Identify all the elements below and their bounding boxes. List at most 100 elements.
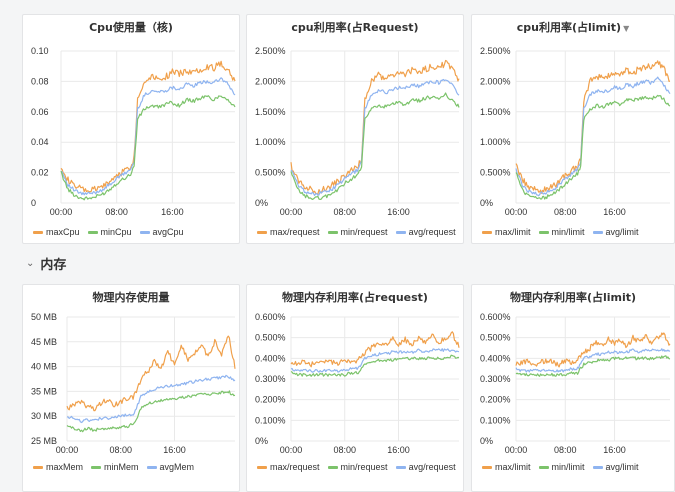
- x-tick-label: 08:00: [109, 445, 132, 455]
- y-tick-label: 0.500%: [480, 333, 511, 343]
- legend: max/request min/request avg/request: [257, 227, 459, 237]
- y-tick-label: 2.500%: [480, 46, 511, 56]
- legend-item[interactable]: maxMem: [33, 462, 83, 472]
- x-tick-label: 00:00: [50, 207, 73, 217]
- legend-label: min/limit: [551, 462, 585, 472]
- legend-swatch: [257, 465, 267, 469]
- panel-title-text[interactable]: cpu利用率(占limit): [516, 21, 622, 34]
- y-tick-label: 0%: [480, 198, 493, 208]
- chart-mem-request: 0.600% 0.500% 0.400% 0.300% 0.200% 0.100% 0% 00…: [255, 312, 460, 455]
- legend-item[interactable]: min/request: [327, 462, 388, 472]
- panel-cpu-limit: cpu利用率(占limit) ▼ 2.500% 2.000% 1.500% 1.000%…: [471, 14, 675, 244]
- legend: maxMem minMem avgMem: [33, 462, 235, 472]
- y-tick-label: 0.10: [31, 46, 49, 56]
- legend-label: avg/limit: [605, 462, 639, 472]
- panel-title[interactable]: 物理内存使用量: [92, 291, 170, 304]
- legend-swatch: [139, 230, 150, 234]
- legend-item[interactable]: min/request: [327, 227, 388, 237]
- series-line-minmem: [66, 390, 236, 433]
- y-tick-label: 25 MB: [31, 436, 57, 446]
- y-tick-label: 30 MB: [31, 411, 57, 421]
- panel-mem-usage: 物理内存使用量 50 MB 45 MB 40 MB 35 MB 30 MB 25 MB 00…: [22, 284, 240, 492]
- panel-title[interactable]: Cpu使用量（核): [89, 21, 173, 34]
- panel-title[interactable]: cpu利用率(占limit) ▼: [472, 19, 674, 35]
- legend-item[interactable]: max/request: [257, 227, 320, 237]
- legend-swatch: [395, 465, 406, 469]
- y-tick-label: 0.100%: [480, 415, 511, 425]
- legend-label: min/request: [340, 227, 388, 237]
- row-header-memory[interactable]: ⌄ 内存: [26, 254, 66, 273]
- y-tick-label: 0%: [255, 198, 268, 208]
- legend-label: avg/request: [408, 462, 456, 472]
- y-tick-label: 35 MB: [31, 386, 57, 396]
- x-tick-label: 16:00: [603, 207, 626, 217]
- y-tick-label: 50 MB: [31, 312, 57, 322]
- y-tick-label: 0.400%: [255, 353, 286, 363]
- x-tick-label: 16:00: [387, 207, 410, 217]
- legend-swatch: [327, 465, 338, 469]
- y-tick-label: 0%: [255, 436, 268, 446]
- legend-swatch: [327, 230, 338, 234]
- legend-label: minCpu: [100, 227, 132, 237]
- legend-item[interactable]: avg/limit: [592, 462, 639, 472]
- legend-swatch: [257, 230, 267, 234]
- series-line-max-limit: [515, 60, 671, 194]
- legend-item[interactable]: avg/request: [395, 462, 456, 472]
- legend-label: minMem: [104, 462, 139, 472]
- y-tick-label: 0.300%: [480, 374, 511, 384]
- legend-item[interactable]: avgMem: [146, 462, 194, 472]
- legend: max/request min/request avg/request: [257, 462, 459, 472]
- chevron-down-icon[interactable]: ⌄: [26, 258, 35, 269]
- row-title: 内存: [40, 258, 67, 273]
- legend-label: avgCpu: [152, 227, 184, 237]
- legend-label: max/limit: [495, 462, 531, 472]
- dropdown-caret-icon[interactable]: ▼: [623, 24, 630, 33]
- y-tick-label: 0.200%: [255, 395, 286, 405]
- series-line-maxmem: [66, 335, 236, 412]
- legend-item[interactable]: avg/limit: [592, 227, 639, 237]
- legend-label: min/request: [340, 462, 388, 472]
- legend-label: min/limit: [551, 227, 585, 237]
- legend-item[interactable]: max/request: [257, 462, 320, 472]
- legend-item[interactable]: minCpu: [87, 227, 132, 237]
- y-tick-label: 0.400%: [480, 353, 511, 363]
- series-line-avg-limit: [515, 348, 671, 373]
- y-tick-label: 2.000%: [480, 76, 511, 86]
- legend: maxCpu minCpu avgCpu: [33, 227, 235, 237]
- legend-label: avg/request: [408, 227, 456, 237]
- y-tick-label: 1.500%: [480, 107, 511, 117]
- legend-swatch: [33, 465, 43, 469]
- legend-item[interactable]: min/limit: [538, 227, 585, 237]
- panel-title[interactable]: cpu利用率(占Request): [291, 21, 419, 34]
- y-tick-label: 0.600%: [480, 312, 511, 322]
- x-tick-label: 00:00: [505, 207, 528, 217]
- series-line-min-limit: [515, 94, 671, 200]
- legend-item[interactable]: max/limit: [482, 462, 531, 472]
- x-tick-label: 00:00: [280, 445, 303, 455]
- panel-title[interactable]: 物理内存利用率(占request): [282, 291, 428, 304]
- legend-item[interactable]: minMem: [91, 462, 139, 472]
- x-tick-label: 16:00: [161, 207, 184, 217]
- y-tick-label: 0.500%: [255, 333, 286, 343]
- x-tick-label: 08:00: [333, 207, 356, 217]
- x-tick-label: 16:00: [387, 445, 410, 455]
- legend-item[interactable]: min/limit: [538, 462, 585, 472]
- x-tick-label: 08:00: [105, 207, 128, 217]
- legend-item[interactable]: avgCpu: [139, 227, 184, 237]
- y-tick-label: 0.600%: [255, 312, 286, 322]
- panel-mem-limit: 物理内存利用率(占limit) 0.600% 0.500% 0.400% 0.300%…: [471, 284, 675, 492]
- series-line-min-request: [290, 92, 460, 200]
- legend-item[interactable]: maxCpu: [33, 227, 80, 237]
- y-tick-label: 2.000%: [255, 76, 286, 86]
- legend-item[interactable]: max/limit: [482, 227, 531, 237]
- panel-title[interactable]: 物理内存利用率(占limit): [509, 291, 637, 304]
- legend-swatch: [87, 230, 98, 234]
- x-tick-label: 08:00: [554, 445, 577, 455]
- x-tick-label: 16:00: [163, 445, 186, 455]
- series-line-avgmem: [66, 374, 236, 424]
- series-line-max-request: [290, 331, 460, 368]
- legend-item[interactable]: avg/request: [395, 227, 456, 237]
- legend-label: avg/limit: [605, 227, 639, 237]
- legend-swatch: [538, 230, 549, 234]
- series-line-avg-limit: [515, 76, 671, 197]
